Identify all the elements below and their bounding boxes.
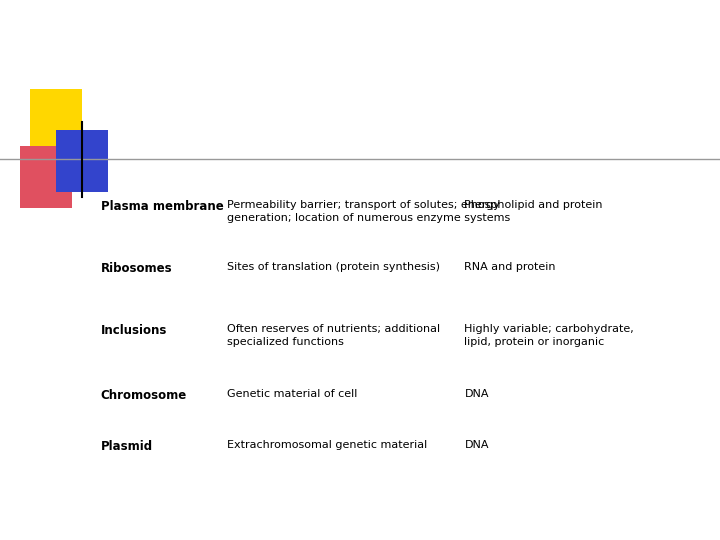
Text: Plasmid: Plasmid [101, 440, 153, 453]
Text: DNA: DNA [464, 389, 489, 399]
Text: Often reserves of nutrients; additional
specialized functions: Often reserves of nutrients; additional … [227, 324, 440, 347]
Text: RNA and protein: RNA and protein [464, 262, 556, 272]
Text: Sites of translation (protein synthesis): Sites of translation (protein synthesis) [227, 262, 440, 272]
Text: Chromosome: Chromosome [101, 389, 187, 402]
Bar [56, 130, 108, 192]
Text: Highly variable; carbohydrate,
lipid, protein or inorganic: Highly variable; carbohydrate, lipid, pr… [464, 324, 634, 347]
Bar [30, 89, 82, 151]
Text: DNA: DNA [464, 440, 489, 450]
Text: Inclusions: Inclusions [101, 324, 167, 337]
Text: Phospholipid and protein: Phospholipid and protein [464, 200, 603, 210]
Text: Genetic material of cell: Genetic material of cell [227, 389, 357, 399]
Bar [20, 146, 72, 208]
Text: Ribosomes: Ribosomes [101, 262, 172, 275]
Text: Plasma membrane: Plasma membrane [101, 200, 223, 213]
Text: Permeability barrier; transport of solutes; energy
generation; location of numer: Permeability barrier; transport of solut… [227, 200, 510, 223]
Text: Extrachromosomal genetic material: Extrachromosomal genetic material [227, 440, 427, 450]
